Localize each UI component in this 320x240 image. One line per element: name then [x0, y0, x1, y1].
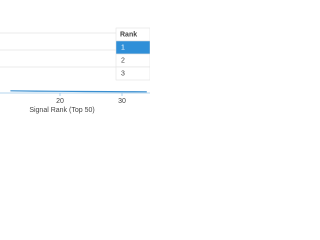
table-cell: 2 [121, 57, 125, 64]
x-tick-label: 20 [56, 98, 64, 105]
table-row-bg [115, 66, 150, 81]
x-tick-label: 30 [118, 98, 126, 105]
table-cell: 3 [121, 70, 125, 77]
table-cell: 1 [121, 44, 125, 51]
x-axis-label: Signal Rank (Top 50) [29, 107, 94, 114]
table: Rank 1 2 3 [115, 27, 150, 81]
chart: Signal Rank (Top 50) Rank 1 2 3 20 30 [0, 0, 150, 150]
line [10, 90, 147, 93]
table-header: Rank [120, 31, 137, 38]
